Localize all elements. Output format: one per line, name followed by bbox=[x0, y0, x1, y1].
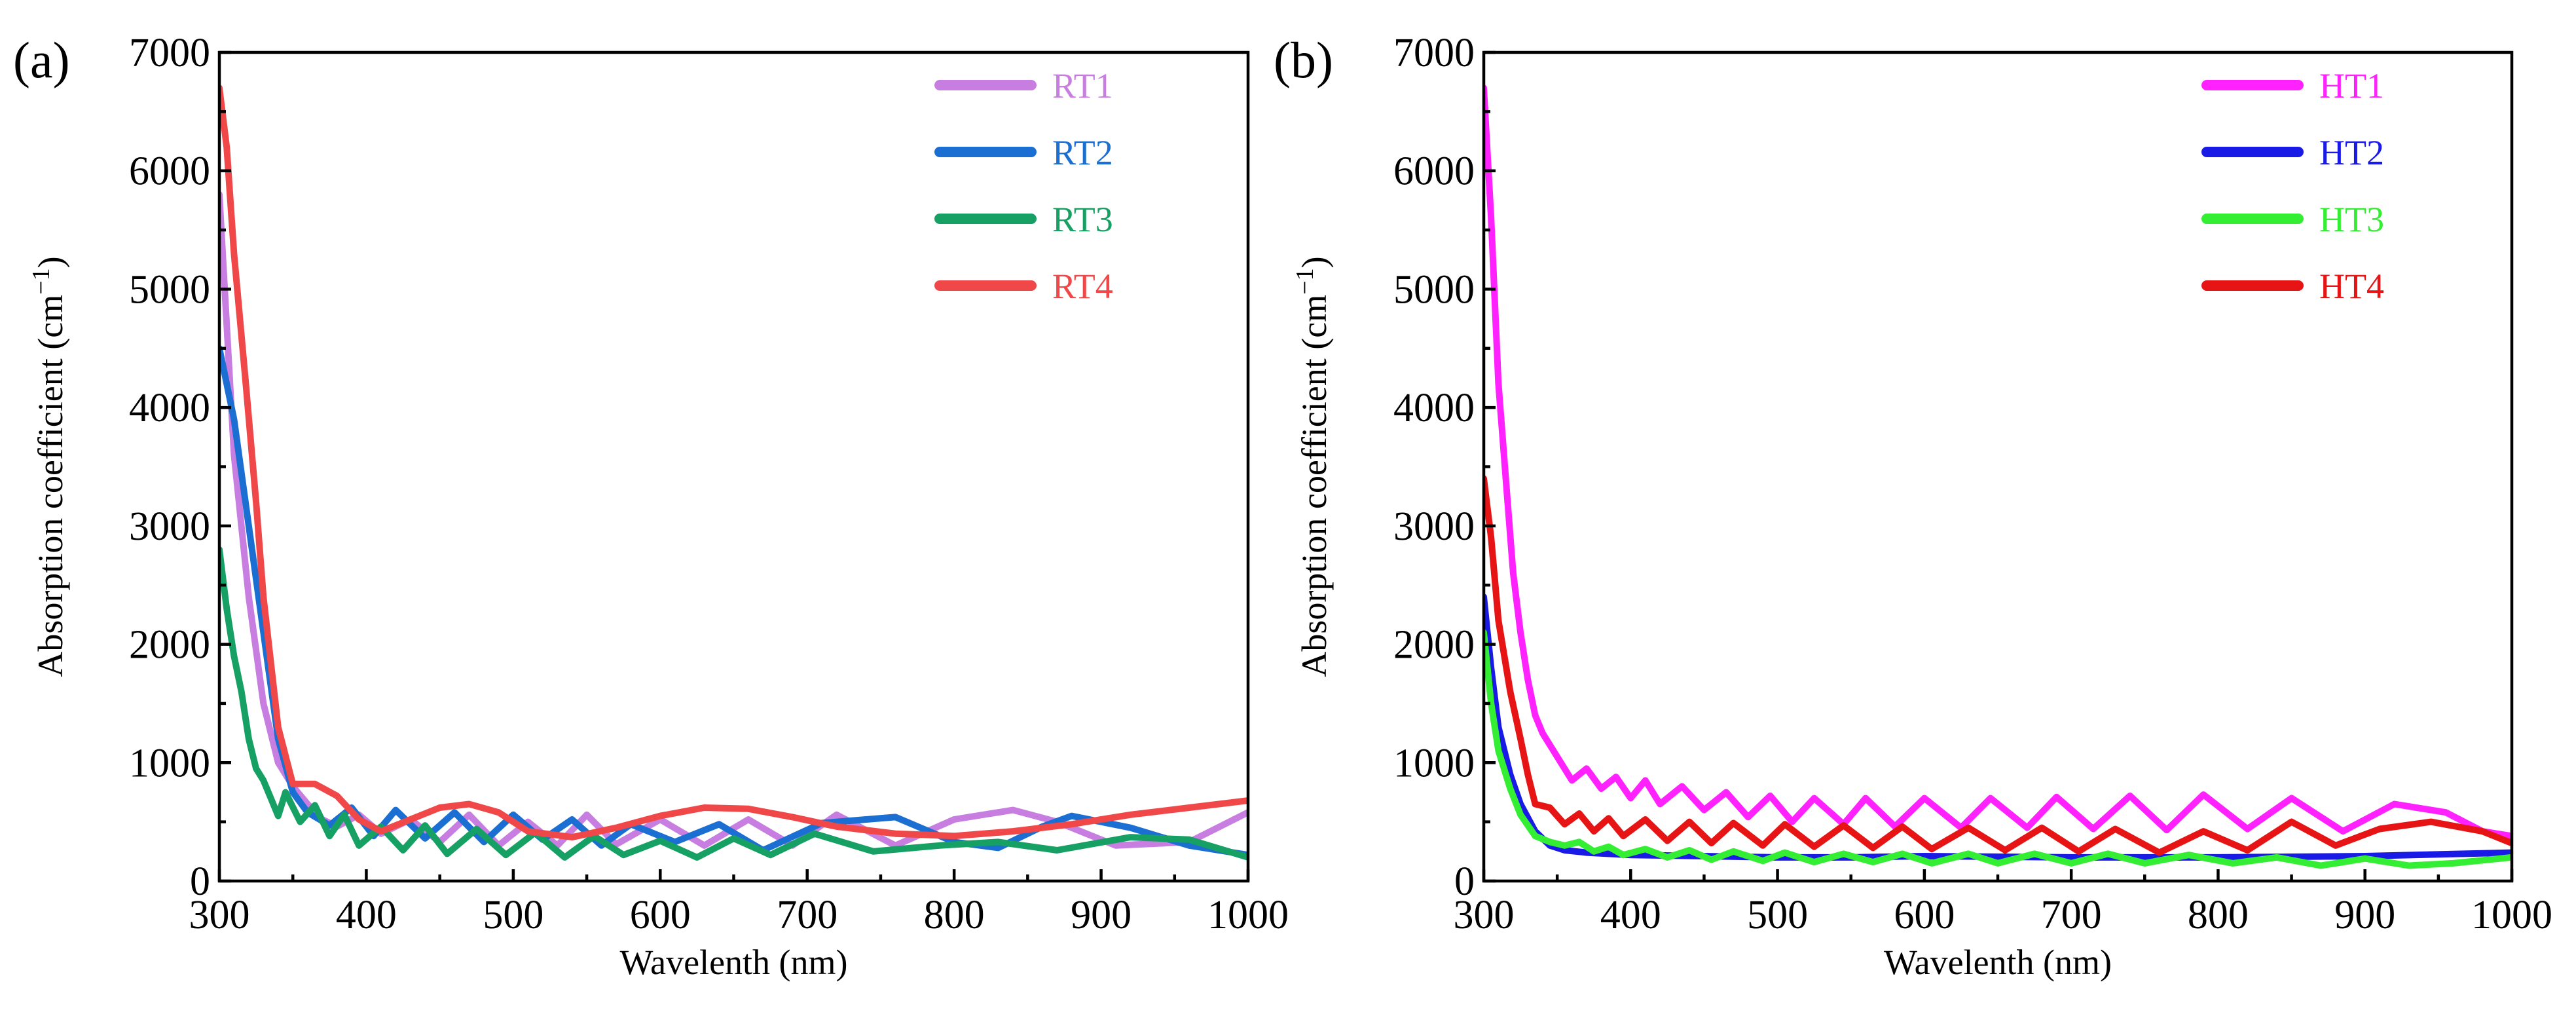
legend-label-ht4: HT4 bbox=[2319, 267, 2384, 306]
x-tick-label: 300 bbox=[189, 893, 250, 937]
x-tick-label: 600 bbox=[630, 893, 691, 937]
series-line-rt2 bbox=[219, 345, 1248, 859]
x-tick-label: 600 bbox=[1894, 893, 1955, 937]
plot-area bbox=[219, 84, 1248, 861]
y-tick-label: 0 bbox=[190, 859, 210, 904]
y-tick-label: 5000 bbox=[1393, 267, 1475, 312]
y-tick-label: 3000 bbox=[129, 504, 210, 549]
y-tick-label: 3000 bbox=[1393, 504, 1475, 549]
legend-label-rt3: RT3 bbox=[1052, 200, 1113, 239]
x-tick-label: 800 bbox=[2188, 893, 2249, 937]
legend: RT1 RT2 RT3 RT4 bbox=[934, 66, 1113, 306]
y-tick-label: 2000 bbox=[129, 623, 210, 667]
series-line-ht4 bbox=[1484, 475, 2512, 856]
panel-label: (a) bbox=[13, 31, 70, 88]
legend-label-ht1: HT1 bbox=[2319, 66, 2384, 105]
legend-label-rt4: RT4 bbox=[1052, 267, 1113, 306]
plot-frame bbox=[217, 50, 1250, 883]
y-tick-label: 4000 bbox=[129, 386, 210, 430]
y-tick-label: 1000 bbox=[129, 741, 210, 785]
series-line-ht3 bbox=[1484, 629, 2512, 869]
y-tick-label: 2000 bbox=[1393, 623, 1475, 667]
x-tick-label: 500 bbox=[483, 893, 543, 937]
x-tick-label: 900 bbox=[1071, 893, 1132, 937]
y-tick-label: 7000 bbox=[1393, 31, 1475, 75]
legend-label-ht3: HT3 bbox=[2319, 200, 2384, 239]
legend-label-rt1: RT1 bbox=[1052, 66, 1113, 105]
x-tick-label: 700 bbox=[777, 893, 837, 937]
plot-frame bbox=[1482, 50, 2514, 883]
y-tick-label: 1000 bbox=[1393, 741, 1475, 785]
legend-label-rt2: RT2 bbox=[1052, 133, 1113, 172]
x-tick-label: 800 bbox=[924, 893, 985, 937]
series-line-ht2 bbox=[1484, 593, 2512, 861]
y-tick-label: 0 bbox=[1454, 859, 1475, 904]
x-tick-label: 700 bbox=[2041, 893, 2102, 937]
x-axis-title: Wavelenth (nm) bbox=[619, 943, 847, 982]
x-tick-label: 500 bbox=[1747, 893, 1808, 937]
y-tick-label: 4000 bbox=[1393, 386, 1475, 430]
x-tick-label: 1000 bbox=[2471, 893, 2552, 937]
legend: HT1 HT2 HT3 HT4 bbox=[2201, 66, 2384, 306]
panel-a: 300 400 500 600 700 800 900 1000 0 1000 2000 3000 40… bbox=[13, 31, 1289, 982]
series-line-ht1 bbox=[1484, 84, 2512, 840]
x-tick-label: 900 bbox=[2334, 893, 2395, 937]
y-tick-label: 7000 bbox=[129, 31, 210, 75]
y-axis-title: Absorption coefficient (cm−1) bbox=[28, 256, 70, 677]
y-axis-title: Absorption coefficient (cm−1) bbox=[1291, 256, 1334, 677]
x-tick-label: 400 bbox=[336, 893, 397, 937]
y-tick-label: 5000 bbox=[129, 267, 210, 312]
y-tick-label: 6000 bbox=[129, 149, 210, 194]
x-tick-label: 1000 bbox=[1207, 893, 1289, 937]
x-tick-label: 400 bbox=[1600, 893, 1661, 937]
series-line-rt4 bbox=[219, 84, 1248, 841]
x-tick-label: 300 bbox=[1454, 893, 1515, 937]
panel-label: (b) bbox=[1274, 31, 1333, 88]
legend-label-ht2: HT2 bbox=[2319, 133, 2384, 172]
y-tick-label: 6000 bbox=[1393, 149, 1475, 194]
plot-area bbox=[1484, 84, 2512, 869]
panel-b: 300 400 500 600 700 800 900 1000 0 1000 2000 3000 40… bbox=[1274, 31, 2552, 982]
x-axis-title: Wavelenth (nm) bbox=[1884, 943, 2112, 982]
series-line-rt3 bbox=[219, 546, 1248, 861]
